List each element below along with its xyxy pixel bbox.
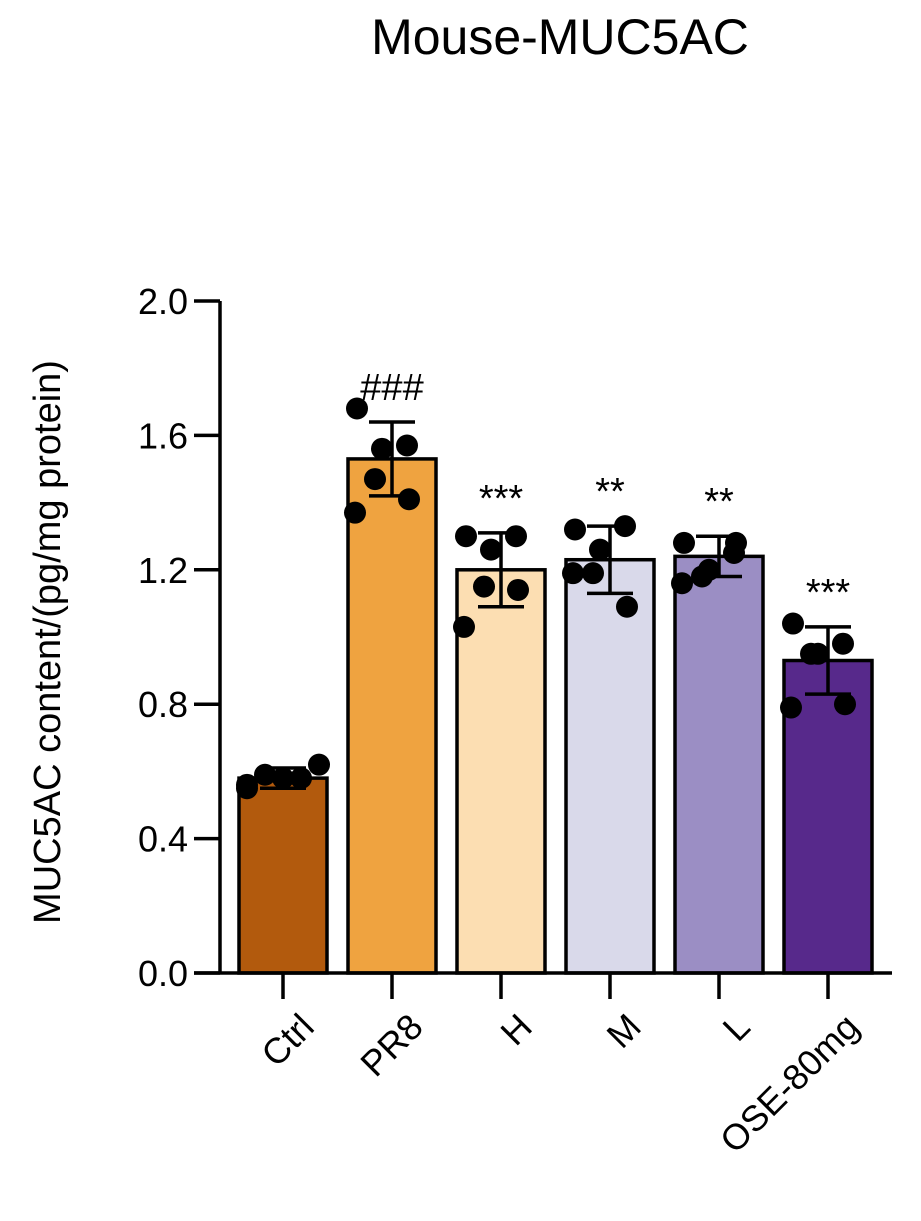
data-point — [236, 777, 258, 800]
data-point — [455, 525, 477, 548]
data-point — [562, 562, 584, 585]
axes-layer — [194, 299, 892, 999]
data-point — [371, 437, 393, 460]
significance-label: *** — [479, 478, 524, 520]
x-tick-label: M — [599, 1006, 649, 1056]
data-point — [673, 531, 695, 554]
data-point — [507, 578, 529, 601]
significance-label: *** — [806, 572, 851, 614]
y-axis-label: MUC5AC content/(pg/mg protein) — [27, 360, 69, 924]
data-point — [614, 515, 636, 538]
bar-m — [564, 557, 656, 975]
y-tick-label: 1.6 — [138, 415, 188, 456]
chart-title: Mouse-MUC5AC — [371, 9, 749, 65]
data-point — [671, 572, 693, 595]
y-tick-label: 0.8 — [138, 684, 188, 725]
data-point — [589, 538, 611, 561]
data-point — [505, 525, 527, 548]
y-tick-label: 0.4 — [138, 819, 188, 860]
data-point — [834, 693, 856, 716]
data-point — [780, 696, 802, 719]
bar-pr8 — [346, 457, 438, 975]
data-point — [832, 632, 854, 655]
data-point — [782, 612, 804, 635]
data-point — [396, 434, 418, 457]
significance-label: ** — [704, 481, 734, 523]
x-tick-label: H — [492, 1006, 539, 1053]
data-points-layer — [236, 397, 856, 800]
data-point — [453, 615, 475, 638]
x-tick-label: PR8 — [352, 1006, 431, 1085]
bar-l — [673, 554, 765, 975]
data-point — [473, 575, 495, 598]
data-point — [272, 767, 294, 790]
bar-h — [455, 568, 547, 975]
x-tick-label: L — [715, 1006, 758, 1049]
data-point — [290, 767, 312, 790]
bars-layer — [237, 457, 874, 975]
data-point — [480, 538, 502, 561]
data-point — [691, 565, 713, 588]
x-tick-label: Ctrl — [253, 1006, 322, 1075]
data-point — [344, 501, 366, 524]
significance-label: ### — [360, 367, 423, 409]
y-tick-label: 2.0 — [138, 281, 188, 322]
data-point — [346, 397, 368, 420]
data-point — [308, 753, 330, 776]
data-point — [564, 518, 586, 541]
data-point — [582, 562, 604, 585]
data-point — [725, 531, 747, 554]
y-tick-label: 0.0 — [138, 953, 188, 994]
data-point — [254, 763, 276, 786]
significance-label: ** — [595, 471, 625, 513]
y-tick-label: 1.2 — [138, 550, 188, 591]
data-point — [616, 595, 638, 618]
bar-ctrl — [237, 776, 329, 975]
data-point — [364, 468, 386, 491]
data-point — [398, 488, 420, 511]
data-point — [800, 642, 822, 665]
